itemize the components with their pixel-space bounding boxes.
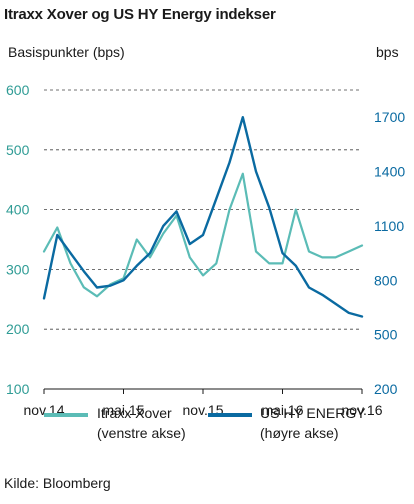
- legend-note-xover: (venstre akse): [97, 425, 186, 441]
- legend-label-energy: US HY ENERGY: [260, 405, 366, 421]
- right-axis-ticks: 200 500 800 1100 1400 1700: [374, 109, 405, 397]
- left-tick-label: 300: [6, 261, 30, 277]
- x-tick-label: mai.16: [261, 402, 303, 418]
- chart-title: Itraxx Xover og US HY Energy indekser: [4, 6, 276, 23]
- left-tick-label: 200: [6, 321, 30, 337]
- series-line-us-hy-energy: [42, 116, 364, 318]
- right-tick-label: 500: [374, 327, 398, 343]
- legend-swatch-energy: [208, 413, 252, 417]
- right-tick-label: 800: [374, 272, 398, 288]
- legend-label-xover: Itraxx Xover: [97, 405, 172, 421]
- left-tick-label: 100: [6, 381, 30, 397]
- right-axis-label: bps: [376, 44, 399, 60]
- right-tick-label: 1400: [374, 164, 405, 180]
- right-tick-label: 1700: [374, 109, 405, 125]
- left-tick-label: 500: [6, 142, 30, 158]
- source-note: Kilde: Bloomberg: [4, 475, 111, 491]
- left-axis-ticks: 100 200 300 400 500 600: [6, 82, 30, 397]
- left-axis-label: Basispunkter (bps): [8, 44, 125, 60]
- right-tick-label: 200: [374, 381, 398, 397]
- legend-swatch-xover: [44, 413, 88, 417]
- gridlines: [44, 89, 362, 330]
- legend-note-energy: (høyre akse): [260, 425, 339, 441]
- left-tick-label: 600: [6, 82, 30, 98]
- x-tick-label: nov.16: [342, 402, 383, 418]
- left-tick-label: 400: [6, 202, 30, 218]
- x-axis-ticks: nov.14 mai.15 nov.15 mai.16 nov.16: [24, 389, 383, 418]
- x-tick-label: mai.15: [102, 402, 144, 418]
- line-chart: 100 200 300 400 500 600 200 500 800 1100 1400 1700…: [6, 82, 405, 418]
- series-line-itraxx-xover: [42, 172, 364, 298]
- series-lines: [42, 116, 364, 318]
- right-tick-label: 1100: [374, 218, 404, 234]
